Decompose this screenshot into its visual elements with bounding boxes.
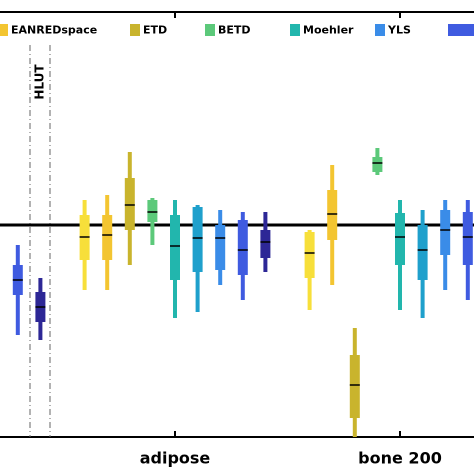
legend-swatch [205, 24, 215, 36]
legend-label: Moehler [303, 24, 354, 37]
legend-label: BETD [218, 24, 251, 37]
annotation: HLUT [33, 64, 47, 100]
box [372, 157, 383, 172]
box [170, 215, 180, 280]
box [215, 225, 226, 270]
box [440, 210, 451, 255]
box [124, 178, 135, 230]
legend-swatch-cut [448, 24, 474, 36]
legend-label: EANREDspace [11, 24, 97, 37]
legend-swatch [0, 24, 8, 36]
box [417, 225, 428, 280]
x-tick-label: adipose [140, 449, 211, 468]
x-tick-label: bone 200 [358, 449, 442, 468]
box [304, 232, 315, 278]
box [102, 215, 113, 260]
box [237, 220, 248, 275]
legend-label: YLS [387, 24, 411, 37]
legend-swatch [375, 24, 385, 36]
box [192, 207, 203, 272]
box [260, 230, 271, 258]
legend-label: ETD [143, 24, 167, 37]
legend-swatch [130, 24, 140, 36]
box [349, 355, 360, 418]
box [327, 190, 338, 240]
legend-swatch [290, 24, 300, 36]
box [462, 212, 473, 265]
box [395, 213, 405, 265]
box [147, 200, 158, 222]
